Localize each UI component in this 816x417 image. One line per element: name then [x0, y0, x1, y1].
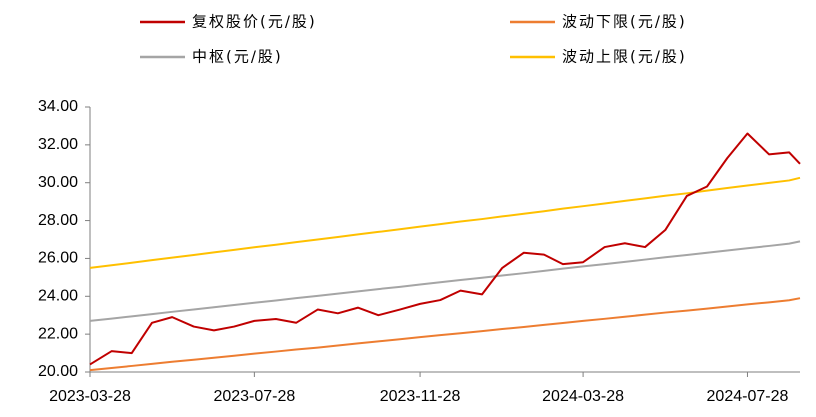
- legend-label: 复权股价(元/股): [192, 13, 317, 31]
- y-tick-label: 34.00: [38, 98, 78, 115]
- series-line: [89, 176, 801, 269]
- x-tick-label: 2023-03-28: [49, 388, 131, 405]
- legend-label: 波动下限(元/股): [562, 13, 687, 31]
- y-tick-label: 22.00: [38, 325, 78, 342]
- series-line: [89, 132, 801, 366]
- x-tick-label: 2023-11-28: [380, 388, 461, 405]
- y-tick-label: 32.00: [38, 136, 78, 153]
- y-tick-label: 24.00: [38, 288, 78, 305]
- series-line: [89, 240, 801, 322]
- x-tick-label: 2024-03-28: [542, 388, 624, 405]
- x-tick-label: 2023-07-28: [213, 388, 295, 405]
- legend-label: 波动上限(元/股): [562, 48, 687, 66]
- legend-label: 中枢(元/股): [192, 48, 283, 66]
- y-tick-label: 28.00: [38, 212, 78, 229]
- y-tick-label: 30.00: [38, 174, 78, 191]
- x-tick-label: 2024-07-28: [707, 388, 789, 405]
- series-line: [89, 297, 801, 372]
- y-tick-label: 26.00: [38, 250, 78, 267]
- y-tick-label: 20.00: [38, 363, 78, 380]
